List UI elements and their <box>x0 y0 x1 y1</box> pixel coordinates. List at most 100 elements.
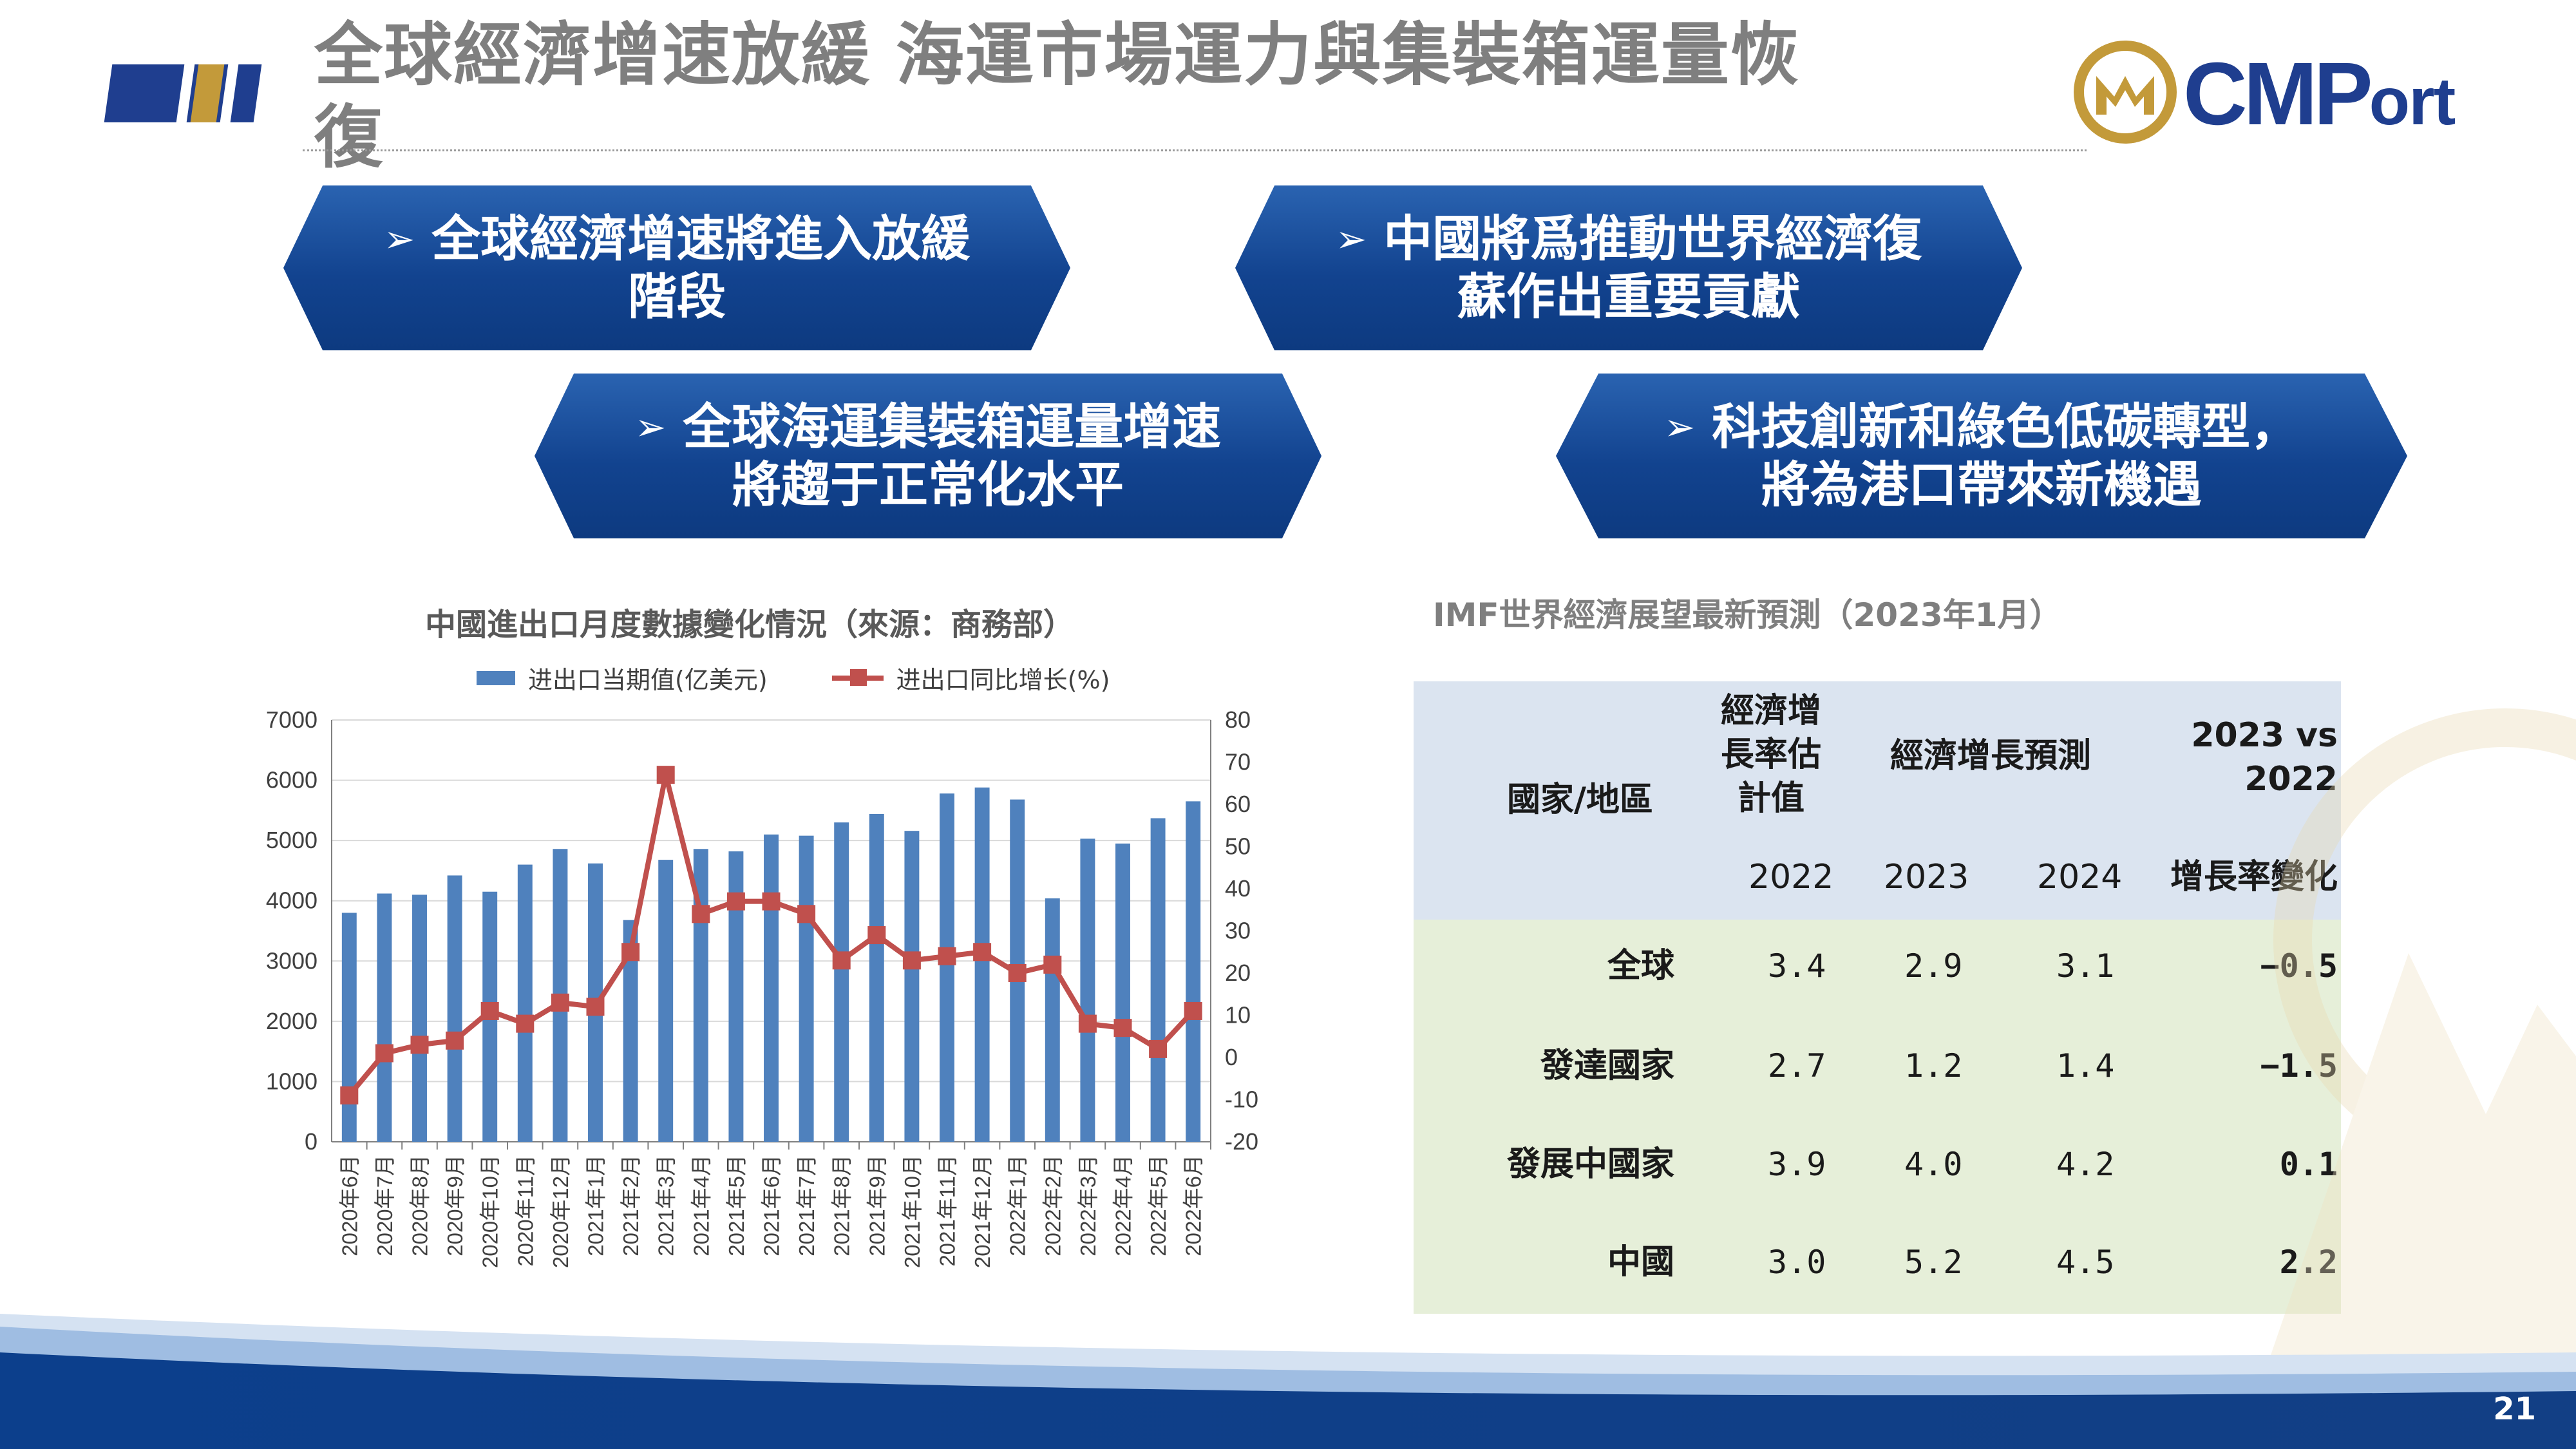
y-left-tick-label: 7000 <box>266 706 317 733</box>
chart-bar <box>834 822 849 1142</box>
x-tick-label: 2021年9月 <box>865 1155 889 1256</box>
y-left-tick-label: 2000 <box>266 1008 317 1034</box>
banner-green-tech: ➢ 科技創新和綠色低碳轉型， 將為港口帶來新機遇 <box>1556 374 2407 538</box>
x-tick-label: 2021年6月 <box>760 1155 784 1256</box>
chart-bar <box>658 860 674 1142</box>
chart-bar <box>799 835 814 1142</box>
page-number: 21 <box>2493 1391 2536 1427</box>
arrow-bullet-icon: ➢ <box>383 217 415 261</box>
y-left-tick-label: 0 <box>305 1128 317 1155</box>
page-title: 全球經濟增速放緩 海運市場運力與集裝箱運量恢 復 <box>314 14 1860 179</box>
growth-point <box>516 1014 535 1033</box>
chart-bar <box>377 893 392 1142</box>
legend-line-swatch <box>831 668 884 686</box>
x-tick-label: 2021年12月 <box>971 1155 994 1268</box>
cmport-logo-text: CMPort <box>2183 44 2456 144</box>
chart-bar <box>412 895 427 1142</box>
growth-point <box>867 926 886 945</box>
x-tick-label: 2021年2月 <box>619 1155 643 1256</box>
growth-point <box>692 905 710 923</box>
x-tick-label: 2021年10月 <box>900 1155 924 1268</box>
growth-point <box>1149 1039 1168 1058</box>
arrow-bullet-icon: ➢ <box>634 405 667 449</box>
x-tick-label: 2020年8月 <box>408 1155 432 1256</box>
header-year-2022: 2022 <box>1748 858 1834 896</box>
x-tick-label: 2022年2月 <box>1041 1155 1065 1256</box>
x-tick-label: 2022年5月 <box>1146 1155 1170 1256</box>
header-year-2024: 2024 <box>2037 858 2123 896</box>
header-compare: 2023 vs 2022 <box>2191 716 2338 799</box>
chart-bar <box>940 793 954 1142</box>
header-estimate: 經濟增 長率估 計值 <box>1720 692 1821 818</box>
growth-point <box>446 1031 464 1050</box>
x-tick-label: 2020年10月 <box>478 1155 502 1268</box>
growth-point <box>832 951 851 970</box>
chart-bar <box>974 787 990 1142</box>
x-tick-label: 2021年4月 <box>689 1155 713 1256</box>
banner-line2: 將趨于正常化水平 <box>732 456 1124 513</box>
header-year-2023: 2023 <box>1884 858 1969 896</box>
growth-point <box>726 892 745 911</box>
imf-table-title: IMF世界經濟展望最新預測（2023年1月） <box>1433 596 2062 634</box>
x-tick-label: 2021年3月 <box>654 1155 678 1256</box>
y-left-tick-label: 5000 <box>266 827 317 853</box>
arrow-bullet-icon: ➢ <box>1663 405 1696 449</box>
chart-bar <box>764 834 779 1142</box>
x-tick-label: 2021年5月 <box>724 1155 748 1256</box>
x-tick-label: 2021年1月 <box>584 1155 608 1256</box>
cmport-logo-icon <box>2074 41 2177 144</box>
chart-legend: 进出口当期值(亿美元) 进出口同比增长(%) <box>477 660 1110 696</box>
growth-point <box>340 1086 359 1104</box>
y-right-tick-label: 30 <box>1225 918 1251 944</box>
x-tick-label: 2022年3月 <box>1076 1155 1100 1256</box>
y-left-tick-label: 3000 <box>266 947 317 974</box>
header-forecast: 經濟增長預測 <box>1890 737 2092 775</box>
x-tick-label: 2020年12月 <box>549 1155 573 1268</box>
growth-point <box>586 998 605 1016</box>
y-right-tick-label: 10 <box>1225 1002 1251 1028</box>
banner-line1: 全球海運集裝箱運量增速 <box>683 398 1222 455</box>
growth-point <box>797 905 816 923</box>
y-right-tick-label: 70 <box>1225 749 1251 775</box>
x-tick-label: 2020年6月 <box>337 1155 361 1256</box>
chart-bar <box>728 851 744 1142</box>
banner-line1: 全球經濟增速將進入放緩 <box>431 210 971 267</box>
chart-bar <box>904 831 920 1142</box>
page-title-line2: 復 <box>314 98 384 177</box>
trade-chart: 7000 6000 5000 4000 3000 2000 1000 0 80 70 60 50 40 3… <box>266 706 1258 1268</box>
y-right-tick-label: 20 <box>1225 960 1251 986</box>
chart-bar <box>341 913 357 1142</box>
logo-watermark-icon <box>2254 708 2576 1404</box>
y-right-tick-label: -20 <box>1225 1128 1258 1155</box>
banner-china-recovery: ➢ 中國將爲推動世界經濟復 蘇作出重要貢獻 <box>1235 185 2022 350</box>
chart-bar <box>1186 801 1201 1142</box>
growth-point <box>621 943 640 961</box>
growth-point <box>480 1001 499 1020</box>
growth-point <box>938 947 956 965</box>
y-right-tick-label: 80 <box>1225 706 1251 733</box>
growth-point <box>656 766 675 784</box>
x-tick-label: 2020年11月 <box>513 1155 537 1267</box>
chart-bar <box>1115 843 1130 1142</box>
chart-bar <box>1150 818 1166 1142</box>
growth-point <box>551 993 569 1012</box>
growth-point <box>375 1044 393 1063</box>
header-change: 增長率變化 <box>2170 858 2338 896</box>
legend-bar-label: 进出口当期值(亿美元) <box>528 666 768 694</box>
x-tick-label: 2021年8月 <box>830 1155 854 1256</box>
imf-forecast-table: 國家/地區 經濟增 長率估 計值 經濟增長預測 2023 vs 2022 202… <box>1414 681 2341 1314</box>
y-right-tick-label: 0 <box>1225 1044 1238 1070</box>
growth-point <box>973 943 992 961</box>
chart-bar <box>1080 838 1095 1142</box>
chart-bar <box>517 864 533 1142</box>
x-tick-label: 2020年7月 <box>373 1155 397 1256</box>
chart-bar <box>447 875 462 1142</box>
growth-point <box>1043 955 1062 974</box>
arrow-bullet-icon: ➢ <box>1335 217 1367 261</box>
table-header <box>1414 681 2341 920</box>
growth-point <box>1184 1001 1202 1020</box>
growth-point <box>902 951 921 970</box>
y-right-tick-label: 60 <box>1225 791 1251 817</box>
legend-bar-swatch <box>477 670 515 685</box>
growth-point <box>762 892 781 911</box>
